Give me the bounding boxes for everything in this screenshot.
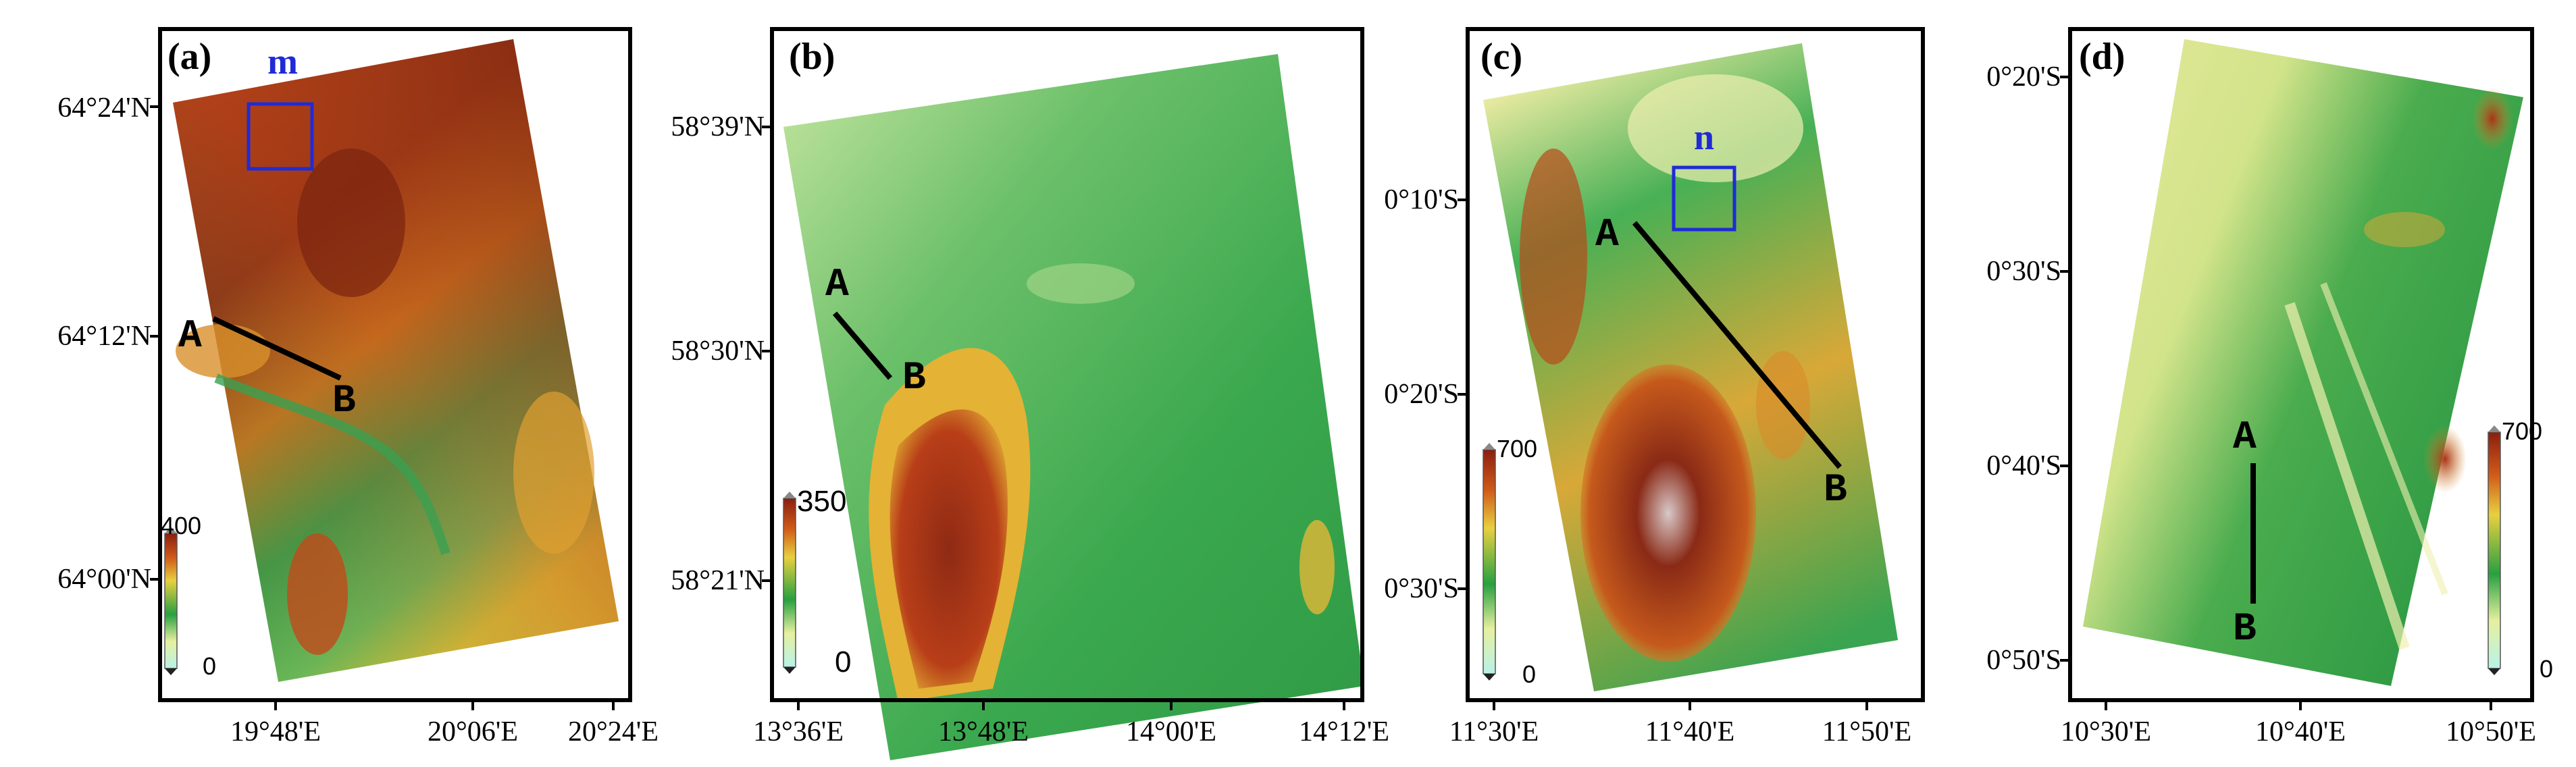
- panel-d-lon-label: 10°40'E: [2255, 716, 2346, 747]
- colorbar-c-max: 700: [1497, 435, 1538, 462]
- panel-b-map: [783, 54, 1364, 760]
- panel-a-map: [173, 39, 619, 682]
- area-box-m: [247, 102, 314, 171]
- panel-c-map: [1483, 43, 1898, 691]
- panel-d-lat-label: 0°50'S: [1986, 645, 2061, 676]
- panel-d-letter: (d): [2079, 36, 2126, 78]
- panel-c-frame: [1466, 27, 1925, 702]
- profile-line-a: [212, 316, 342, 381]
- profile-a-end: B: [332, 379, 356, 423]
- profile-c-end: B: [1824, 469, 1847, 512]
- colorbar-c-min: 0: [1522, 660, 1537, 688]
- colorbar-d-min: 0: [2540, 655, 2554, 683]
- profile-a-start: A: [178, 315, 202, 359]
- panel-c-lat-label: 0°30'S: [1384, 573, 1459, 604]
- area-box-m-label: m: [267, 41, 298, 82]
- colorbar-a-max: 400: [161, 512, 202, 539]
- panel-b-frame: [770, 27, 1364, 702]
- profile-c-start: A: [1595, 213, 1619, 257]
- panel-c-letter: (c): [1480, 36, 1523, 78]
- panel-d-lon-label: 10°50'E: [2445, 716, 2537, 747]
- panel-d-lat-label: 0°30'S: [1986, 256, 2061, 287]
- profile-d-end: B: [2233, 608, 2257, 652]
- panel-c-lat-label: 0°20'S: [1384, 379, 1459, 410]
- panel-d-lat-label: 0°20'S: [1986, 61, 2061, 92]
- colorbar-b-max: 350: [797, 485, 847, 518]
- panel-a-lon-label: 20°06'E: [427, 716, 519, 747]
- panel-d-map: [2083, 39, 2523, 686]
- panel-b-letter: (b): [789, 36, 835, 78]
- panel-a-lon-label: 19°48'E: [230, 716, 321, 747]
- profile-line-c: [1632, 221, 1843, 469]
- panel-b-lat-label: 58°30'N: [671, 336, 765, 367]
- panel-a-letter: (a): [168, 36, 212, 78]
- panel-b-lat-label: 58°39'N: [671, 111, 765, 142]
- profile-line-b: [832, 311, 893, 380]
- panel-a-frame: [158, 27, 632, 702]
- panel-b-lon-label: 14°00'E: [1125, 716, 1217, 747]
- profile-d-start: A: [2233, 416, 2257, 460]
- panel-b-lat-label: 58°21'N: [671, 565, 765, 596]
- panel-a-lat-label: 64°24'N: [57, 92, 151, 124]
- panel-c-lon-label: 11°50'E: [1822, 716, 1912, 747]
- profile-b-start: A: [825, 263, 849, 307]
- profile-b-end: B: [902, 356, 926, 400]
- panel-b-lon-label: 14°12'E: [1298, 716, 1390, 747]
- panel-c-lon-label: 11°30'E: [1449, 716, 1539, 747]
- area-box-n-label: n: [1694, 117, 1715, 157]
- panel-b-lon-label: 13°36'E: [752, 716, 844, 747]
- panel-a-lat-label: 64°12'N: [57, 321, 151, 352]
- panel-c-lon-label: 11°40'E: [1645, 716, 1735, 747]
- panel-c-lat-label: 0°10'S: [1384, 184, 1459, 215]
- colorbar-d-max: 700: [2502, 417, 2543, 445]
- panel-b-lon-label: 13°48'E: [937, 716, 1029, 747]
- panel-d-lat-label: 0°40'S: [1986, 450, 2061, 481]
- colorbar-b-min: 0: [835, 645, 852, 679]
- panel-a-lat-label: 64°00'N: [57, 564, 151, 595]
- colorbar-a-min: 0: [203, 652, 217, 680]
- panel-d-frame: [2068, 27, 2534, 702]
- panel-a-lon-label: 20°24'E: [567, 716, 659, 747]
- panel-d-lon-label: 10°30'E: [2060, 716, 2152, 747]
- area-box-n: [1672, 165, 1736, 232]
